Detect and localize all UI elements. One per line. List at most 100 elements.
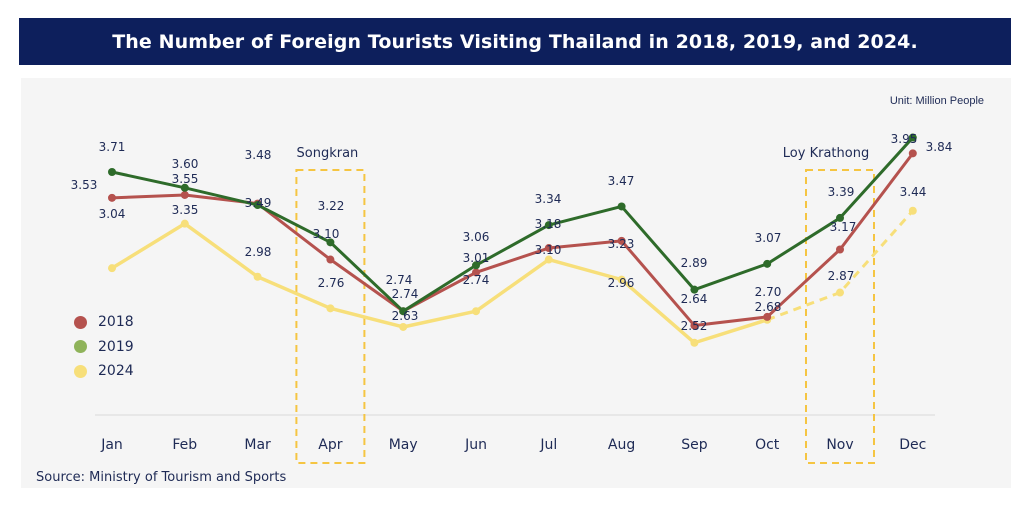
- chart-title: The Number of Foreign Tourists Visiting …: [19, 18, 1011, 65]
- legend-item-2024: 2024: [74, 359, 134, 384]
- data-label-2018: 3.17: [830, 220, 857, 234]
- data-label-2024: 2.87: [828, 269, 855, 283]
- data-label-2018: 3.49: [245, 196, 272, 210]
- data-label-2019: 3.06: [463, 230, 490, 244]
- data-point-2024: [180, 219, 189, 228]
- source-note: Source: Ministry of Tourism and Sports: [36, 470, 287, 485]
- data-label-2019: 3.95: [891, 132, 918, 146]
- data-label-2019: 2.89: [681, 256, 708, 270]
- data-point-2018: [836, 245, 844, 254]
- data-point-2019: [690, 285, 699, 294]
- data-label-2018: 3.84: [926, 140, 953, 154]
- data-label-2018: 3.01: [463, 251, 490, 265]
- legend: 2018 2019 2024: [74, 310, 134, 384]
- annotation-label: Loy Krathong: [783, 146, 869, 161]
- legend-item-2018: 2018: [74, 310, 134, 335]
- x-tick-label: Dec: [899, 437, 926, 453]
- data-point-2024: [836, 288, 844, 297]
- x-tick-label: Sep: [681, 437, 708, 453]
- data-point-2024: [544, 255, 553, 264]
- legend-label: 2024: [98, 363, 134, 380]
- data-label-2018: 3.53: [71, 178, 98, 192]
- data-point-2018: [108, 193, 116, 202]
- data-label-2024: 2.63: [392, 309, 419, 323]
- data-label-2018: 3.10: [313, 227, 340, 241]
- unit-note: Unit: Million People: [889, 95, 984, 107]
- x-tick-label: Aug: [608, 437, 635, 453]
- data-label-2024: 2.76: [318, 276, 345, 290]
- data-label-2024: 2.52: [681, 319, 708, 333]
- series-line-2024: [111, 221, 768, 345]
- data-point-2019: [544, 221, 553, 230]
- data-point-2018: [326, 255, 335, 264]
- data-label-2024: 2.74: [463, 273, 490, 287]
- data-point-2024: [399, 322, 408, 331]
- x-tick-label: May: [389, 437, 418, 453]
- legend-item-2019: 2019: [74, 335, 134, 360]
- data-point-2019: [472, 261, 480, 270]
- x-tick-label: Jan: [100, 437, 123, 453]
- annotation-label: Songkran: [297, 146, 359, 161]
- data-label-2018: 2.64: [681, 292, 708, 306]
- data-point-2018: [472, 268, 480, 277]
- data-label-2018: 3.23: [608, 237, 635, 251]
- data-point-2024: [108, 264, 116, 273]
- highlight-box-apr: [295, 169, 366, 464]
- data-point-2024: [253, 272, 262, 281]
- data-label-2018: 2.70: [755, 285, 782, 299]
- data-point-2018: [763, 312, 772, 321]
- x-tick-label: Jun: [464, 437, 487, 453]
- data-label-2018: 2.74: [392, 287, 419, 301]
- legend-marker-icon: [74, 364, 87, 378]
- data-point-2019: [180, 183, 189, 192]
- data-point-2018: [544, 244, 553, 253]
- data-point-2019: [399, 307, 408, 316]
- data-label-2019: 3.47: [608, 174, 635, 188]
- data-label-2019: 3.71: [99, 140, 126, 154]
- legend-label: 2018: [98, 314, 134, 331]
- data-label-2019: 3.22: [318, 199, 345, 213]
- data-point-2024: [690, 338, 699, 347]
- data-label-2024: 2.98: [245, 245, 272, 259]
- legend-marker-icon: [74, 315, 87, 329]
- legend-marker-icon: [74, 340, 87, 354]
- data-point-2018: [617, 236, 626, 245]
- data-point-2019: [763, 259, 772, 268]
- data-point-2024: [472, 307, 480, 316]
- data-point-2024: [617, 275, 626, 284]
- data-point-2024: [908, 206, 917, 215]
- data-point-2018: [690, 321, 699, 330]
- x-tick-label: Oct: [755, 437, 780, 453]
- data-point-2019: [836, 213, 844, 222]
- data-label-2019: 3.07: [755, 231, 782, 245]
- data-label-2024: 3.10: [535, 243, 562, 257]
- x-tick-label: Nov: [826, 437, 853, 453]
- data-label-2024: 3.04: [99, 207, 126, 221]
- data-label-2024: 3.44: [900, 185, 927, 199]
- series-line-2019: [111, 136, 914, 313]
- data-label-2019: 3.48: [245, 148, 272, 162]
- x-tick-label: Jul: [539, 437, 557, 453]
- data-label-2019: 3.39: [828, 185, 855, 199]
- data-label-2019: 3.60: [172, 157, 199, 171]
- data-point-2018: [180, 190, 189, 199]
- data-point-2019: [108, 168, 116, 176]
- x-tick-label: Feb: [172, 437, 197, 453]
- data-label-2024: 2.68: [755, 300, 782, 314]
- x-tick-label: Apr: [318, 437, 342, 453]
- data-point-2019: [617, 202, 626, 211]
- series-line-2018: [111, 152, 914, 328]
- data-label-2024: 2.96: [608, 276, 635, 290]
- data-point-2019: [253, 201, 262, 210]
- x-tick-label: Mar: [244, 437, 271, 453]
- data-label-2024: 3.35: [172, 203, 199, 217]
- legend-label: 2019: [98, 338, 134, 355]
- data-point-2019: [326, 238, 335, 247]
- data-label-2018: 3.55: [172, 172, 199, 186]
- data-point-2019: [908, 133, 917, 142]
- data-label-2019: 3.34: [535, 192, 562, 206]
- data-point-2024: [326, 304, 335, 313]
- data-point-2018: [908, 149, 917, 158]
- data-label-2019: 2.74: [386, 273, 413, 287]
